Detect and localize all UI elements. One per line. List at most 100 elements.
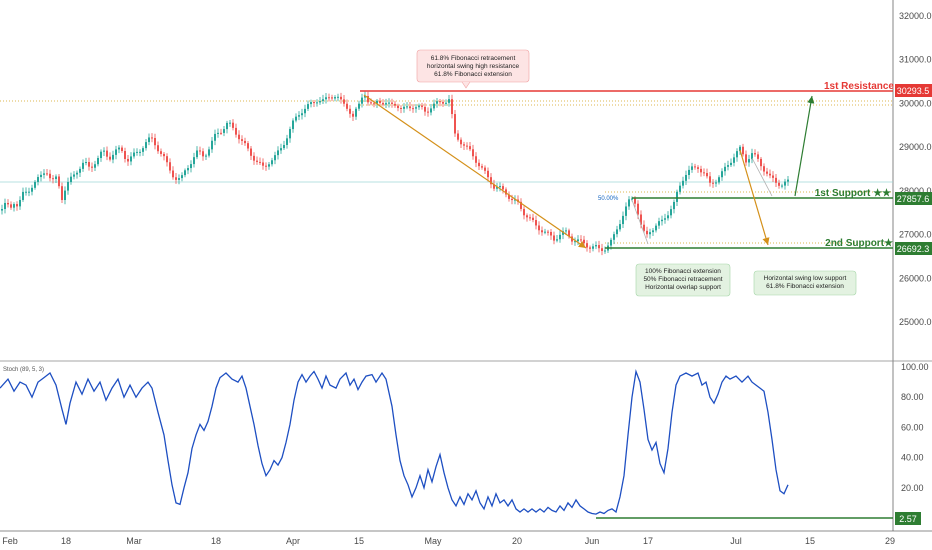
candle-body xyxy=(19,199,21,207)
candle-body xyxy=(433,103,435,109)
candle-body xyxy=(151,137,153,139)
candle-body xyxy=(193,157,195,165)
candle-body xyxy=(610,239,612,246)
candle-body xyxy=(370,102,372,104)
stoch-level-tag-text: 2.57 xyxy=(899,514,917,524)
candle-body xyxy=(124,151,126,159)
candle-body xyxy=(685,174,687,181)
candle-body xyxy=(313,102,315,104)
callout-resistance-line-1: 61.8% Fibonacci retracement xyxy=(431,55,516,62)
candle-body xyxy=(589,247,591,249)
candle-body xyxy=(562,231,564,235)
candle-body xyxy=(172,170,174,178)
time-tick-label: 15 xyxy=(805,536,815,546)
time-tick-label: May xyxy=(424,536,442,546)
candle-body xyxy=(634,198,636,204)
candle-body xyxy=(73,174,75,177)
candle-body xyxy=(127,158,129,162)
candle-body xyxy=(109,156,111,160)
resistance-price-tag: 30293.5 xyxy=(895,84,932,97)
candle-body xyxy=(421,105,423,107)
candle-body xyxy=(457,133,459,140)
callout-support-2: Horizontal swing low support 61.8% Fibon… xyxy=(753,270,857,296)
candle-body xyxy=(439,101,441,103)
candle-body xyxy=(631,198,633,200)
candle-body xyxy=(139,151,141,153)
candle-body xyxy=(712,182,714,184)
resistance-price-tag-text: 30293.5 xyxy=(897,86,930,96)
candle-body xyxy=(541,230,543,233)
callout-support-1-line-3: Horizontal overlap support xyxy=(645,284,721,291)
callout-resistance: 61.8% Fibonacci retracement horizontal s… xyxy=(416,49,530,89)
candle-body xyxy=(259,161,261,163)
candle-body xyxy=(613,234,615,240)
resistance-label: 1st Resistance xyxy=(824,81,894,92)
candle-body xyxy=(175,177,177,180)
candle-body xyxy=(604,250,606,252)
candle-body xyxy=(238,134,240,140)
candle-body xyxy=(385,103,387,105)
projection-arrow-orange xyxy=(739,149,770,246)
candle-body xyxy=(82,162,84,169)
support-2-price-tag-text: 26692.3 xyxy=(897,244,930,254)
candle-body xyxy=(544,231,546,233)
candle-body xyxy=(292,120,294,130)
candle-body xyxy=(553,235,555,241)
candle-body xyxy=(229,122,231,124)
candle-body xyxy=(592,246,594,249)
candle-body xyxy=(253,155,255,161)
candle-body xyxy=(745,154,747,163)
candle-body xyxy=(694,166,696,168)
candle-body xyxy=(334,97,336,99)
candle-body xyxy=(505,189,507,195)
candle-body xyxy=(529,217,531,219)
candle-body xyxy=(37,177,39,182)
candle-body xyxy=(364,95,366,98)
candle-body xyxy=(481,166,483,168)
candle-body xyxy=(217,132,219,134)
candle-body xyxy=(244,140,246,144)
candle-body xyxy=(760,158,762,167)
candle-body xyxy=(226,122,228,130)
callout-resistance-line-3: 61.8% Fibonacci extension xyxy=(434,71,512,78)
candle-body xyxy=(784,181,786,186)
candle-body xyxy=(673,201,675,210)
stoch-indicator-label: Stoch (89, 5, 3) xyxy=(3,367,44,373)
candle-body xyxy=(187,168,189,171)
candle-body xyxy=(466,145,468,147)
candle-body xyxy=(271,160,273,165)
candle-body xyxy=(490,177,492,185)
candle-body xyxy=(343,99,345,104)
candle-body xyxy=(601,248,603,251)
candle-body xyxy=(487,170,489,178)
candle-body xyxy=(409,106,411,109)
candle-body xyxy=(130,156,132,162)
support-1-price-tag-text: 27857.6 xyxy=(897,194,930,204)
candle-body xyxy=(328,97,330,99)
support-2-price-tag: 26692.3 xyxy=(895,242,932,255)
support-2-label: 2nd Support★ xyxy=(825,238,893,249)
callout-support-2-line-1: Horizontal swing low support xyxy=(764,275,847,282)
candle-body xyxy=(475,156,477,163)
candle-body xyxy=(403,106,405,109)
candle-body xyxy=(190,164,192,169)
candle-body xyxy=(682,180,684,186)
candle-body xyxy=(679,185,681,192)
candle-body xyxy=(736,151,738,158)
candle-body xyxy=(706,172,708,177)
candle-body xyxy=(301,113,303,116)
time-tick-label: 29 xyxy=(885,536,895,546)
time-tick-label: Feb xyxy=(2,536,18,546)
candle-body xyxy=(349,108,351,114)
candle-body xyxy=(748,159,750,163)
candle-body xyxy=(583,239,585,244)
candle-body xyxy=(13,204,15,208)
candle-body xyxy=(316,102,318,104)
candle-body xyxy=(58,176,60,187)
candle-body xyxy=(616,229,618,235)
callout-support-1: 100% Fibonacci extension 50% Fibonacci r… xyxy=(635,263,731,297)
candle-body xyxy=(538,225,540,231)
stoch-tick-label: 20.00 xyxy=(901,483,924,493)
stoch-tick-label: 80.00 xyxy=(901,392,924,402)
downtrend-arrow xyxy=(363,94,587,249)
